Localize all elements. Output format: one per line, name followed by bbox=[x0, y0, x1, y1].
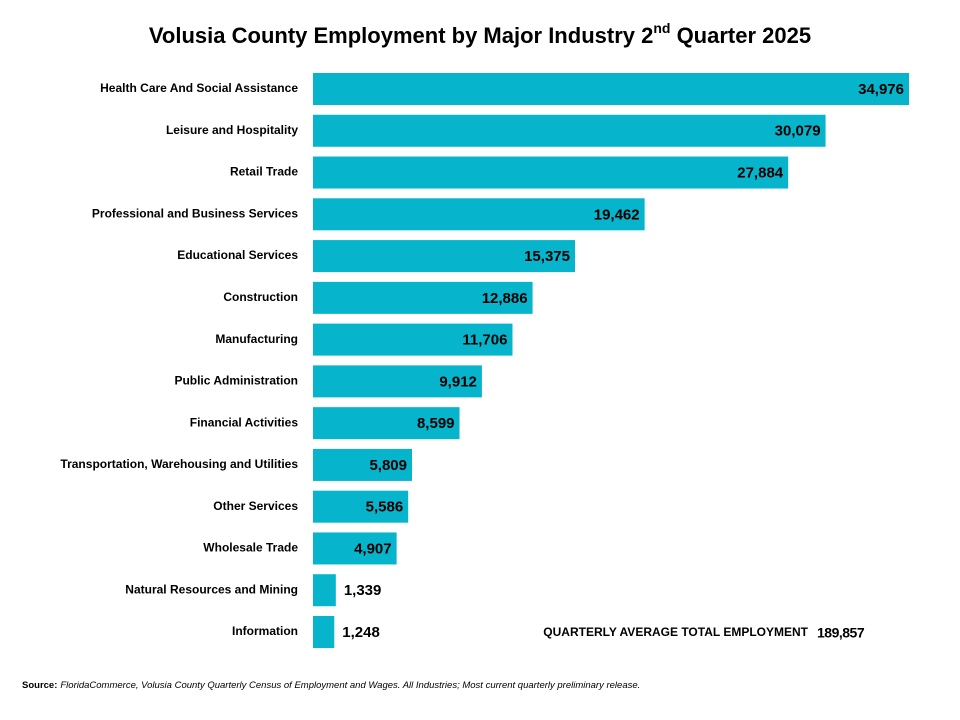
value-label: 5,809 bbox=[369, 457, 407, 474]
value-label: 19,462 bbox=[594, 206, 640, 223]
y-tick-label: Retail Trade bbox=[230, 165, 298, 179]
bar bbox=[313, 73, 909, 105]
value-label: 27,884 bbox=[737, 165, 784, 182]
annotation-value: 189,857 bbox=[817, 625, 865, 641]
value-label: 34,976 bbox=[858, 81, 904, 98]
value-label: 1,339 bbox=[344, 582, 382, 599]
y-tick-label: Construction bbox=[223, 290, 298, 304]
source-text: FloridaCommerce, Volusia County Quarterl… bbox=[60, 680, 640, 691]
y-tick-label: Educational Services bbox=[177, 248, 298, 262]
title-part: Volusia County Employment by Major Indus… bbox=[149, 23, 653, 48]
value-label: 9,912 bbox=[439, 373, 477, 390]
y-tick-label: Manufacturing bbox=[215, 332, 298, 346]
title-superscript: nd bbox=[653, 20, 670, 36]
bar bbox=[313, 532, 397, 565]
y-tick-label: Public Administration bbox=[174, 374, 298, 388]
value-label: 8,599 bbox=[417, 415, 455, 432]
value-label: 11,706 bbox=[462, 332, 507, 349]
y-tick-label: Other Services bbox=[213, 499, 298, 513]
bar bbox=[313, 156, 789, 189]
bar bbox=[313, 448, 412, 481]
value-label: 12,886 bbox=[482, 290, 528, 307]
value-label: 30,079 bbox=[775, 123, 821, 140]
source-label: Source: bbox=[22, 680, 57, 691]
title-part: Quarter 2025 bbox=[670, 23, 811, 48]
bar bbox=[313, 365, 482, 398]
annotation-label: QUARTERLY AVERAGE TOTAL EMPLOYMENT bbox=[543, 625, 808, 639]
chart-title: Volusia County Employment by Major Indus… bbox=[149, 20, 811, 48]
y-tick-label: Information bbox=[232, 624, 298, 638]
value-label: 5,586 bbox=[366, 499, 404, 516]
value-label: 4,907 bbox=[354, 540, 392, 557]
bar bbox=[313, 490, 409, 523]
y-tick-label: Professional and Business Services bbox=[92, 206, 298, 220]
y-tick-label: Transportation, Warehousing and Utilitie… bbox=[60, 457, 298, 471]
y-tick-label: Wholesale Trade bbox=[203, 541, 298, 555]
bar bbox=[313, 323, 513, 356]
y-tick-label: Financial Activities bbox=[190, 415, 299, 429]
bar bbox=[313, 240, 575, 273]
value-label: 1,248 bbox=[342, 624, 380, 641]
bar bbox=[313, 407, 460, 440]
bar bbox=[313, 114, 826, 147]
value-label: 15,375 bbox=[524, 248, 570, 265]
y-tick-label: Natural Resources and Mining bbox=[125, 582, 298, 596]
bar bbox=[313, 616, 335, 648]
bar bbox=[313, 574, 336, 607]
source: Source: FloridaCommerce, Volusia County Q… bbox=[22, 680, 640, 691]
y-tick-label: Health Care And Social Assistance bbox=[100, 81, 298, 95]
bar bbox=[313, 198, 645, 231]
y-tick-label: Leisure and Hospitality bbox=[166, 123, 298, 137]
bar bbox=[313, 281, 533, 314]
